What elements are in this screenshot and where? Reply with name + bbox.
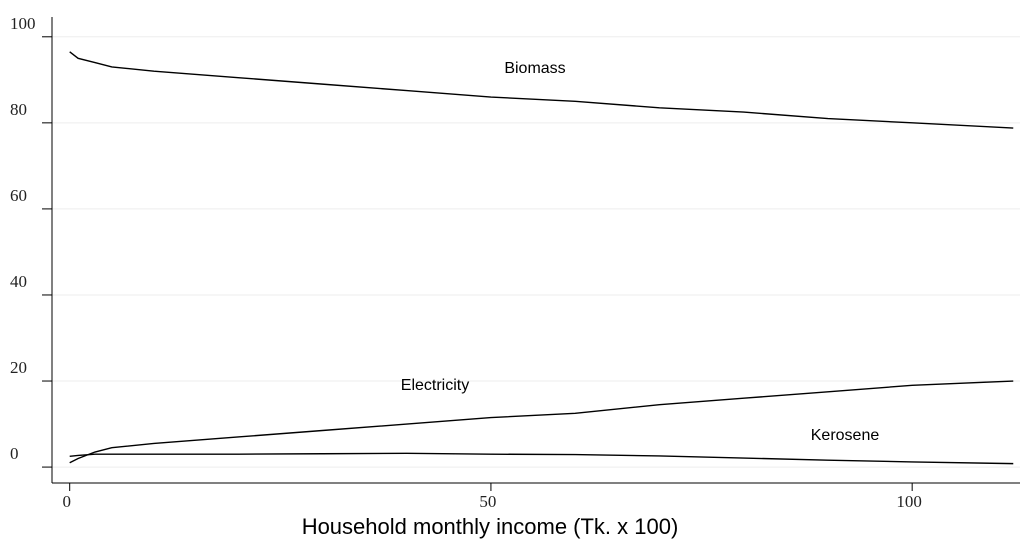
y-tick-label: 20 [10, 358, 27, 377]
x-tick-label: 0 [62, 492, 71, 511]
series-annotation: Biomass [504, 60, 565, 77]
x-tick-label: 100 [896, 492, 922, 511]
line-series [69, 380, 1014, 464]
series-annotation: Electricity [401, 377, 469, 394]
y-tick-label: 80 [10, 100, 27, 119]
line-series [69, 51, 1014, 129]
series-annotation: Kerosene [811, 427, 880, 444]
y-tick-label: 100 [10, 14, 36, 33]
y-tick-label: 60 [10, 186, 27, 205]
y-tick-label: 0 [10, 444, 19, 463]
x-tick-label: 50 [479, 492, 496, 511]
x-axis-label: Household monthly income (Tk. x 100) [302, 514, 679, 539]
line-series [69, 452, 1014, 465]
y-tick-label: 40 [10, 272, 27, 291]
